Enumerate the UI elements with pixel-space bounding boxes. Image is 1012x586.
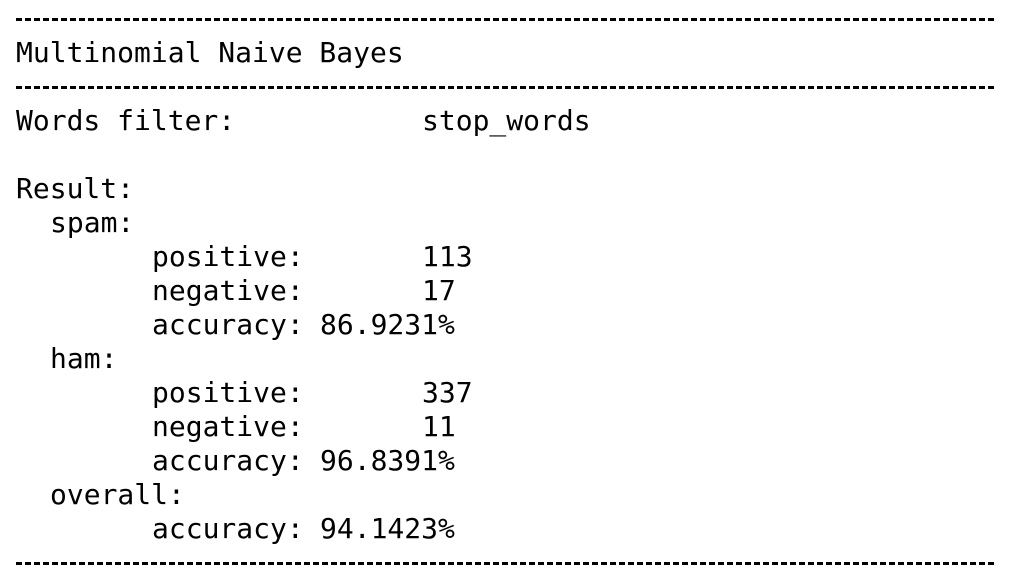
spam-positive-label: positive: xyxy=(152,240,304,273)
result-label: Result: xyxy=(16,172,135,205)
spam-negative-value: 17 xyxy=(422,274,456,307)
spam-negative-label: negative: xyxy=(152,274,304,307)
ham-negative-value: 11 xyxy=(422,410,456,443)
ham-accuracy-label: accuracy: xyxy=(152,444,304,477)
spam-accuracy-label: accuracy: xyxy=(152,308,304,341)
overall-label: overall: xyxy=(50,478,185,511)
overall-accuracy-label: accuracy: xyxy=(152,512,304,545)
ham-label: ham: xyxy=(50,342,118,375)
spam-accuracy-value: 86.9231% xyxy=(320,308,455,341)
overall-accuracy-value: 94.1423% xyxy=(320,512,455,545)
ham-accuracy-value: 96.8391% xyxy=(320,444,455,477)
ham-positive-label: positive: xyxy=(152,376,304,409)
ham-positive-value: 337 xyxy=(422,376,473,409)
filter-value: stop_words xyxy=(422,104,591,137)
report-title: Multinomial Naive Bayes xyxy=(16,36,404,69)
spam-positive-value: 113 xyxy=(422,240,473,273)
separator-bottom xyxy=(16,562,994,565)
filter-label: Words filter: xyxy=(16,104,236,137)
separator-top xyxy=(16,18,994,21)
spam-label: spam: xyxy=(50,206,135,239)
separator-title xyxy=(16,86,994,89)
ham-negative-label: negative: xyxy=(152,410,304,443)
